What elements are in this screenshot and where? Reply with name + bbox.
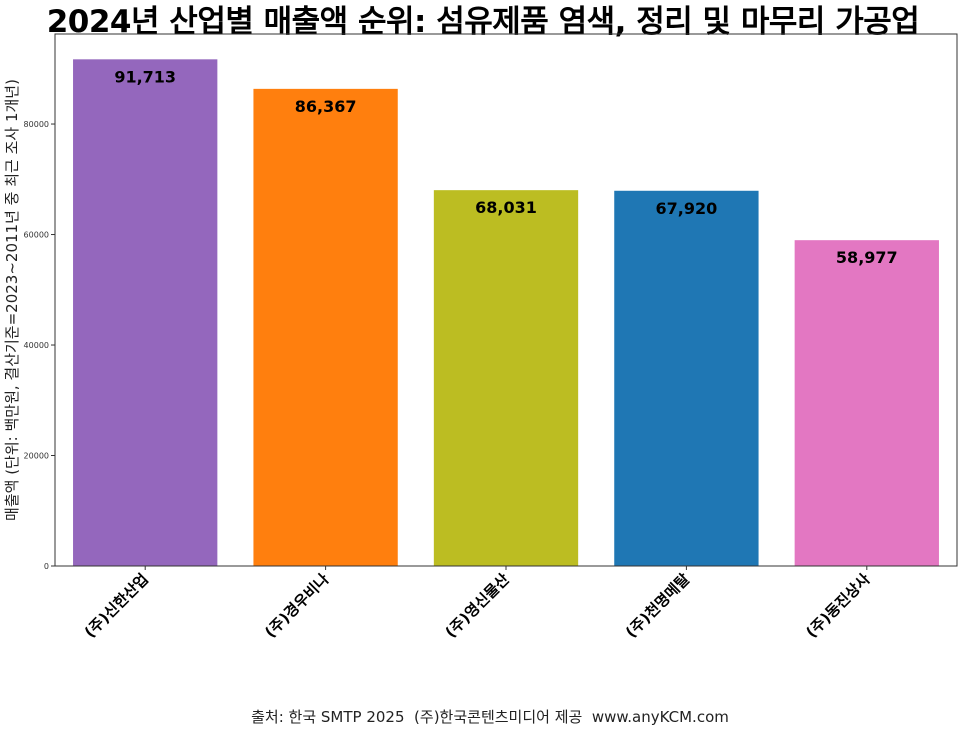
plot-frame (54, 33, 958, 567)
x-axis: (주)신한산업 (주)경우비나 (주)영신물산 (주)천명메탈 (주)동진상사 (81, 566, 874, 641)
bar-5 (794, 240, 939, 566)
y-axis-title: 매출액 (단위: 백만원, 결산기준=2023~2011년 중 최근 조사 1개… (3, 79, 21, 521)
x-tick-label-5: (주)동진상사 (802, 570, 873, 641)
y-tick-label-2: 20000 (24, 452, 49, 461)
bar-4 (614, 190, 759, 566)
value-label-3: 68,031 (475, 198, 537, 217)
y-tick-label-1: 0 (44, 562, 49, 571)
bar-2 (253, 88, 398, 567)
x-tick-label-2: (주)경우비나 (261, 570, 332, 641)
x-tick-label-4: (주)천명메탈 (622, 570, 693, 641)
x-tick-label-1: (주)신한산업 (81, 570, 152, 641)
value-label-4: 67,920 (656, 199, 718, 218)
y-axis: 0 20000 40000 60000 80000 (24, 120, 55, 571)
bar-1 (73, 59, 218, 566)
bars-layer (73, 59, 939, 567)
x-tick-label-3: (주)영신물산 (442, 570, 513, 641)
source-note: 출처: 한국 SMTP 2025 (주)한국콘텐츠미디어 제공 www.anyK… (251, 708, 729, 726)
value-labels-layer: 91,713 86,367 68,031 67,920 58,977 (114, 67, 897, 267)
value-label-2: 86,367 (295, 97, 357, 116)
value-label-1: 91,713 (114, 67, 176, 86)
value-label-5: 58,977 (836, 248, 898, 267)
y-tick-label-4: 60000 (24, 231, 49, 240)
bar-3 (433, 190, 579, 566)
y-tick-label-5: 80000 (24, 120, 49, 129)
y-tick-label-3: 40000 (24, 341, 49, 350)
